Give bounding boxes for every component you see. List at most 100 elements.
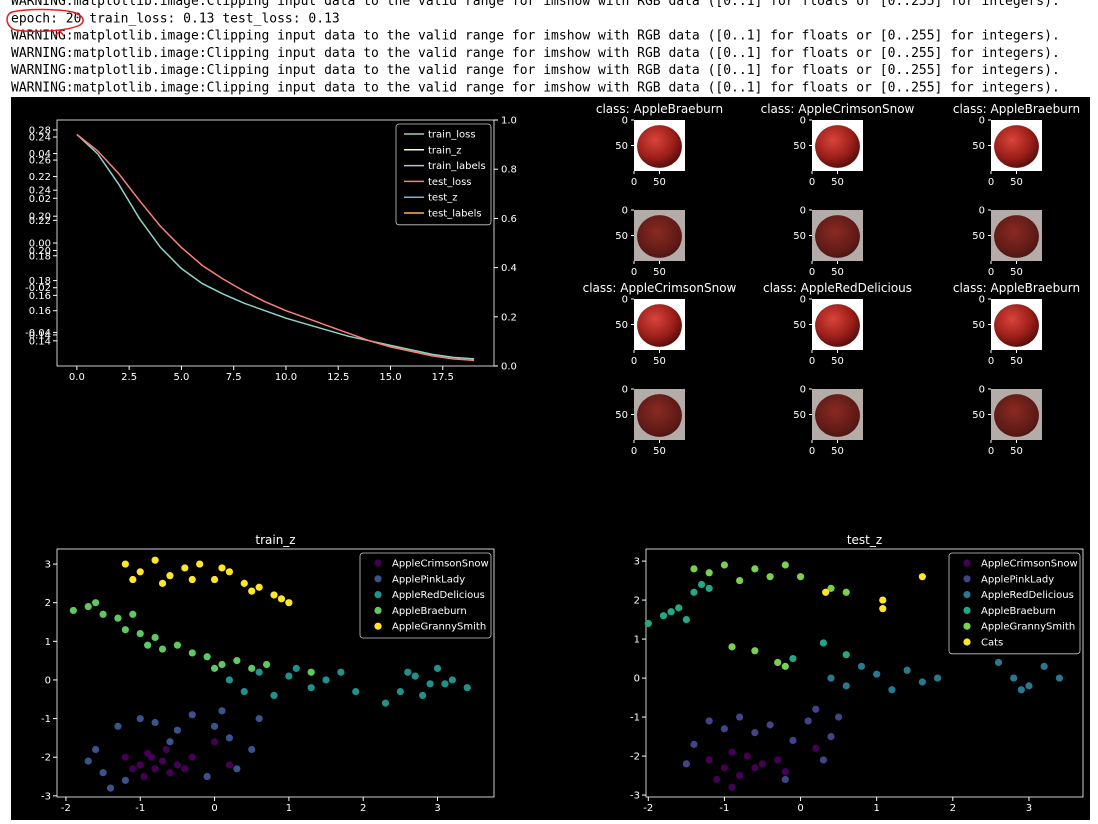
scatter-point xyxy=(240,687,248,696)
legend-swatch xyxy=(963,638,971,646)
apple xyxy=(637,394,682,437)
legend-box xyxy=(948,552,1081,655)
legend-label: Cats xyxy=(981,638,1003,649)
apple xyxy=(637,304,682,347)
scatter-point xyxy=(121,753,129,761)
scatter-point xyxy=(789,736,797,745)
legend-label: test_labels xyxy=(428,209,482,220)
scatter-point xyxy=(448,676,456,684)
legend-swatch xyxy=(374,575,382,583)
y-tick-label: 0.04 xyxy=(29,149,51,160)
y-tick-label: 1 xyxy=(45,637,51,648)
scatter-point xyxy=(121,560,129,568)
image-x-tick-label: 50 xyxy=(1010,177,1023,188)
y-tick-label: -0.04 xyxy=(25,328,51,339)
scatter-point xyxy=(181,564,189,572)
image-title: class: AppleBraeburn xyxy=(596,102,723,116)
legend-swatch xyxy=(963,575,971,583)
log-line: epoch: 20 train_loss: 0.13 test_loss: 0.… xyxy=(11,11,340,26)
scatter-point xyxy=(158,645,167,653)
image-x-tick-label: 50 xyxy=(831,446,844,457)
scatter-point xyxy=(218,707,226,715)
scatter-point xyxy=(151,556,159,564)
y-tick-label: -2 xyxy=(41,753,51,764)
image-y-tick-label: 0 xyxy=(622,385,628,396)
scatter-point xyxy=(697,580,706,589)
scatter-point xyxy=(1017,686,1025,694)
scatter-point xyxy=(690,565,698,573)
scatter-point xyxy=(121,776,129,784)
y-tick-label: 2 xyxy=(634,596,640,607)
y-tick-label: 0.24 xyxy=(29,133,51,144)
scatter-point xyxy=(819,639,827,647)
x-tick-label: 0.0 xyxy=(69,372,85,383)
scatter-point xyxy=(728,783,736,791)
image-title: class: AppleCrimsonSnow xyxy=(583,281,737,295)
legend-label: AppleRedDelicious xyxy=(392,590,485,601)
scatter-point xyxy=(879,605,887,613)
y-tick-label: -3 xyxy=(41,791,51,802)
scatter-point xyxy=(381,699,390,707)
scatter-point xyxy=(736,771,744,780)
apple xyxy=(815,394,860,437)
image-x-tick-label: 50 xyxy=(653,446,666,457)
apple xyxy=(637,125,682,168)
scatter-point xyxy=(337,668,345,676)
scatter-point xyxy=(181,765,189,773)
y-tick-label: 0.14 xyxy=(29,330,51,341)
scatter-point xyxy=(842,651,850,659)
legend-swatch xyxy=(374,559,382,567)
scatter-point xyxy=(158,579,167,587)
scatter-point xyxy=(1040,662,1048,670)
image-y-tick-label: 0 xyxy=(979,116,985,127)
y-tick-label: 0.18 xyxy=(29,251,51,262)
y-tick-label: 0.18 xyxy=(29,276,51,287)
legend-label: AppleCrimsonSnow xyxy=(392,559,489,570)
legend-swatch xyxy=(963,559,971,567)
scatter-point xyxy=(225,734,234,742)
scatter-point xyxy=(218,660,226,669)
y-tick-label: -2 xyxy=(630,752,640,763)
y-tick-label: 0.20 xyxy=(29,246,51,257)
scatter-point xyxy=(225,761,234,769)
y-tick-label: 0.24 xyxy=(29,186,51,197)
scatter-point xyxy=(173,641,181,649)
image-y-tick-label: 0 xyxy=(622,116,628,127)
scatter-point xyxy=(720,561,729,569)
log-background xyxy=(0,0,1098,97)
scatter-point xyxy=(233,657,241,665)
image-x-tick-label: 0 xyxy=(631,267,637,278)
scatter-point xyxy=(352,687,360,696)
chart-title: train_z xyxy=(255,533,295,547)
scatter-point xyxy=(188,711,196,719)
scatter-point xyxy=(84,757,92,765)
scatter-point xyxy=(705,717,713,725)
x-tick-label: 15.0 xyxy=(379,372,401,383)
scatter-point xyxy=(225,568,234,576)
scatter-point xyxy=(720,725,729,733)
scatter-point xyxy=(69,606,77,615)
scatter-point xyxy=(751,729,759,737)
legend-box xyxy=(359,552,492,639)
image-x-tick-label: 50 xyxy=(653,267,666,278)
scatter-point xyxy=(162,745,170,754)
image-title: class: AppleCrimsonSnow xyxy=(761,102,915,116)
scatter-point xyxy=(675,604,683,612)
scatter-point xyxy=(857,662,866,670)
line-series xyxy=(76,133,475,362)
scatter-point xyxy=(774,658,782,667)
scatter-point xyxy=(396,687,404,696)
image-x-tick-label: 0 xyxy=(809,356,815,367)
apple xyxy=(994,215,1039,258)
scatter-point xyxy=(158,757,167,765)
scatter-point xyxy=(736,713,744,721)
log-line: WARNING:matplotlib.image:Clipping input … xyxy=(11,81,1060,96)
x-tick-label: 2.5 xyxy=(121,372,137,383)
scatter-point xyxy=(262,660,271,669)
scatter-point xyxy=(248,664,256,672)
y-tick-label: 2 xyxy=(45,598,51,609)
scatter-point xyxy=(888,686,896,694)
image-y-tick-label: 50 xyxy=(972,320,985,331)
scatter-point xyxy=(188,575,196,584)
apple xyxy=(994,394,1039,437)
